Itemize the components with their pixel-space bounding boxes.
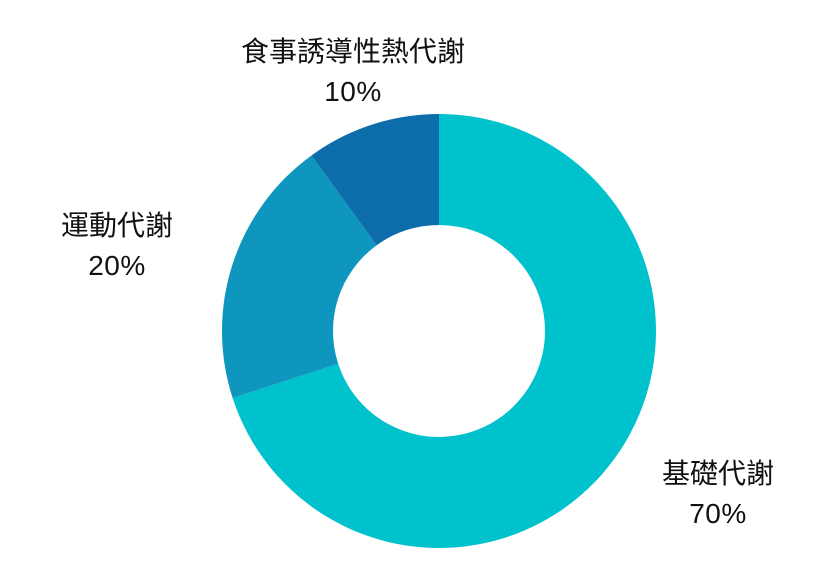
slice-label-basal-metabolism: 基礎代謝 <box>661 458 775 489</box>
donut-slice-diet-induced-thermogenesis <box>311 114 439 246</box>
slice-label-diet-induced-thermogenesis: 食事誘導性熱代謝 <box>240 36 466 67</box>
slice-value-diet-induced-thermogenesis: 10% <box>324 76 382 107</box>
slice-value-basal-metabolism: 70% <box>689 498 747 529</box>
donut-slice-exercise-metabolism <box>221 155 377 399</box>
slice-label-exercise-metabolism: 運動代謝 <box>60 210 174 241</box>
slice-value-exercise-metabolism: 20% <box>88 250 146 281</box>
callout-diet-induced-thermogenesis: 食事誘導性熱代謝 10% <box>241 32 465 112</box>
callout-exercise-metabolism: 運動代謝 20% <box>61 206 173 286</box>
donut-slice-basal-metabolism <box>232 114 656 548</box>
callout-basal-metabolism: 基礎代謝 70% <box>662 454 774 534</box>
